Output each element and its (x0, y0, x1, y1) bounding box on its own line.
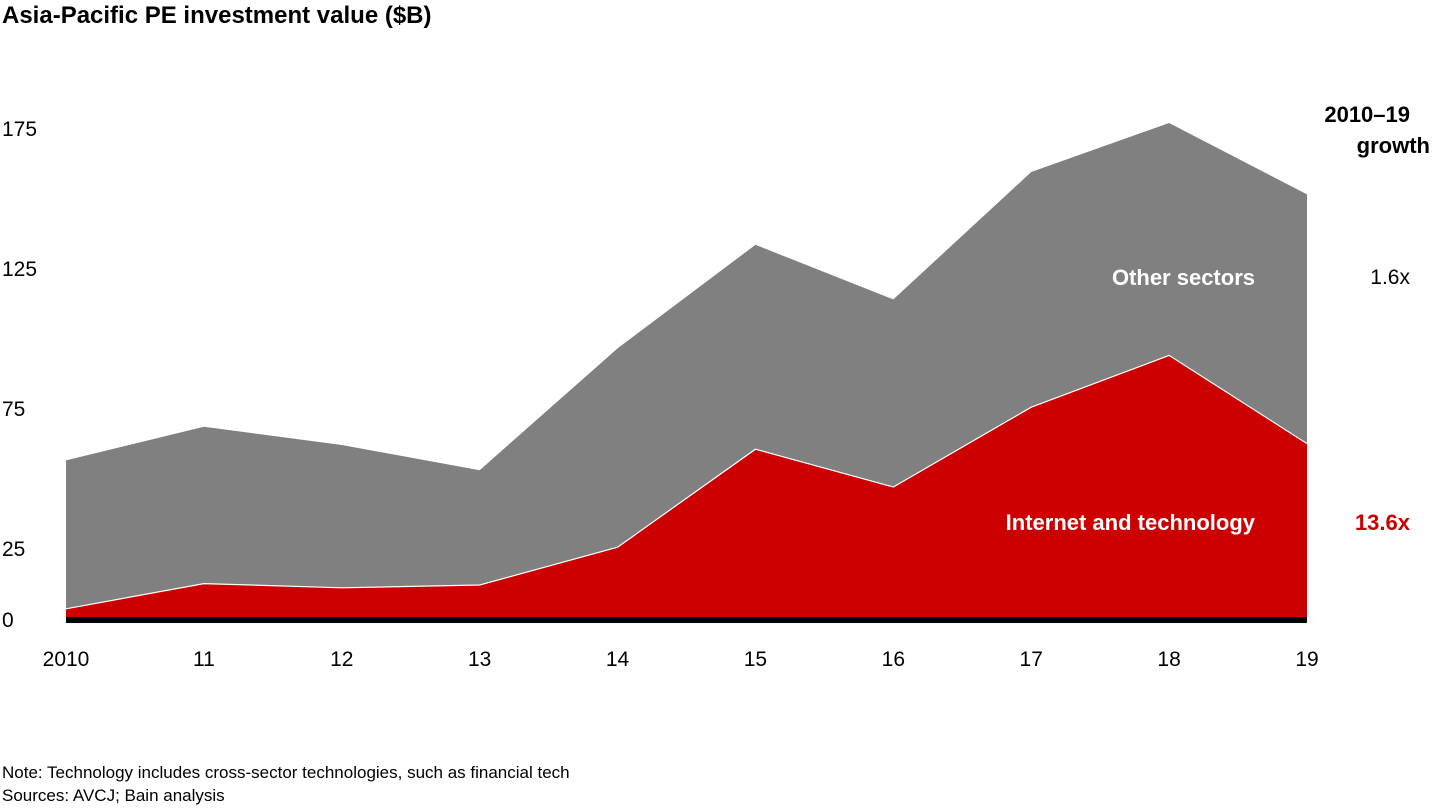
y-tick-label: 0 (2, 609, 14, 632)
series-label-internet-technology: Internet and technology (1006, 510, 1256, 535)
chart-title: Asia-Pacific PE investment value ($B) (2, 2, 432, 29)
footnote-sources: Sources: AVCJ; Bain analysis (2, 786, 225, 805)
x-tick-label: 11 (193, 648, 215, 671)
growth-header-line1: 2010–19 (1324, 102, 1410, 127)
growth-value-other-sectors: 1.6x (1370, 266, 1410, 289)
x-tick-label: 18 (1157, 648, 1180, 671)
y-tick-label: 75 (2, 398, 25, 421)
y-tick-label: 125 (2, 258, 37, 281)
x-tick-label: 15 (744, 648, 767, 671)
y-tick-label: 175 (2, 118, 37, 141)
x-tick-label: 19 (1295, 648, 1318, 671)
x-tick-label: 17 (1020, 648, 1043, 671)
series-label-other-sectors: Other sectors (1112, 265, 1255, 290)
x-tick-label: 12 (330, 648, 353, 671)
x-tick-label: 14 (606, 648, 630, 671)
area-chart: 0 25 75 125 175 2010 11 12 13 14 15 16 17 18 19 Other… (2, 102, 1430, 671)
x-tick-label: 2010 (43, 648, 90, 671)
growth-value-internet-technology: 13.6x (1355, 510, 1411, 535)
x-tick-label: 13 (468, 648, 491, 671)
footnote-note: Note: Technology includes cross-sector t… (2, 763, 570, 782)
area-internet-technology (66, 355, 1307, 620)
x-tick-label: 16 (882, 648, 905, 671)
growth-header-line2: growth (1357, 133, 1430, 158)
series-boundary-line (65, 354, 1308, 610)
y-tick-label: 25 (2, 538, 25, 561)
area-other-sectors (66, 123, 1307, 609)
